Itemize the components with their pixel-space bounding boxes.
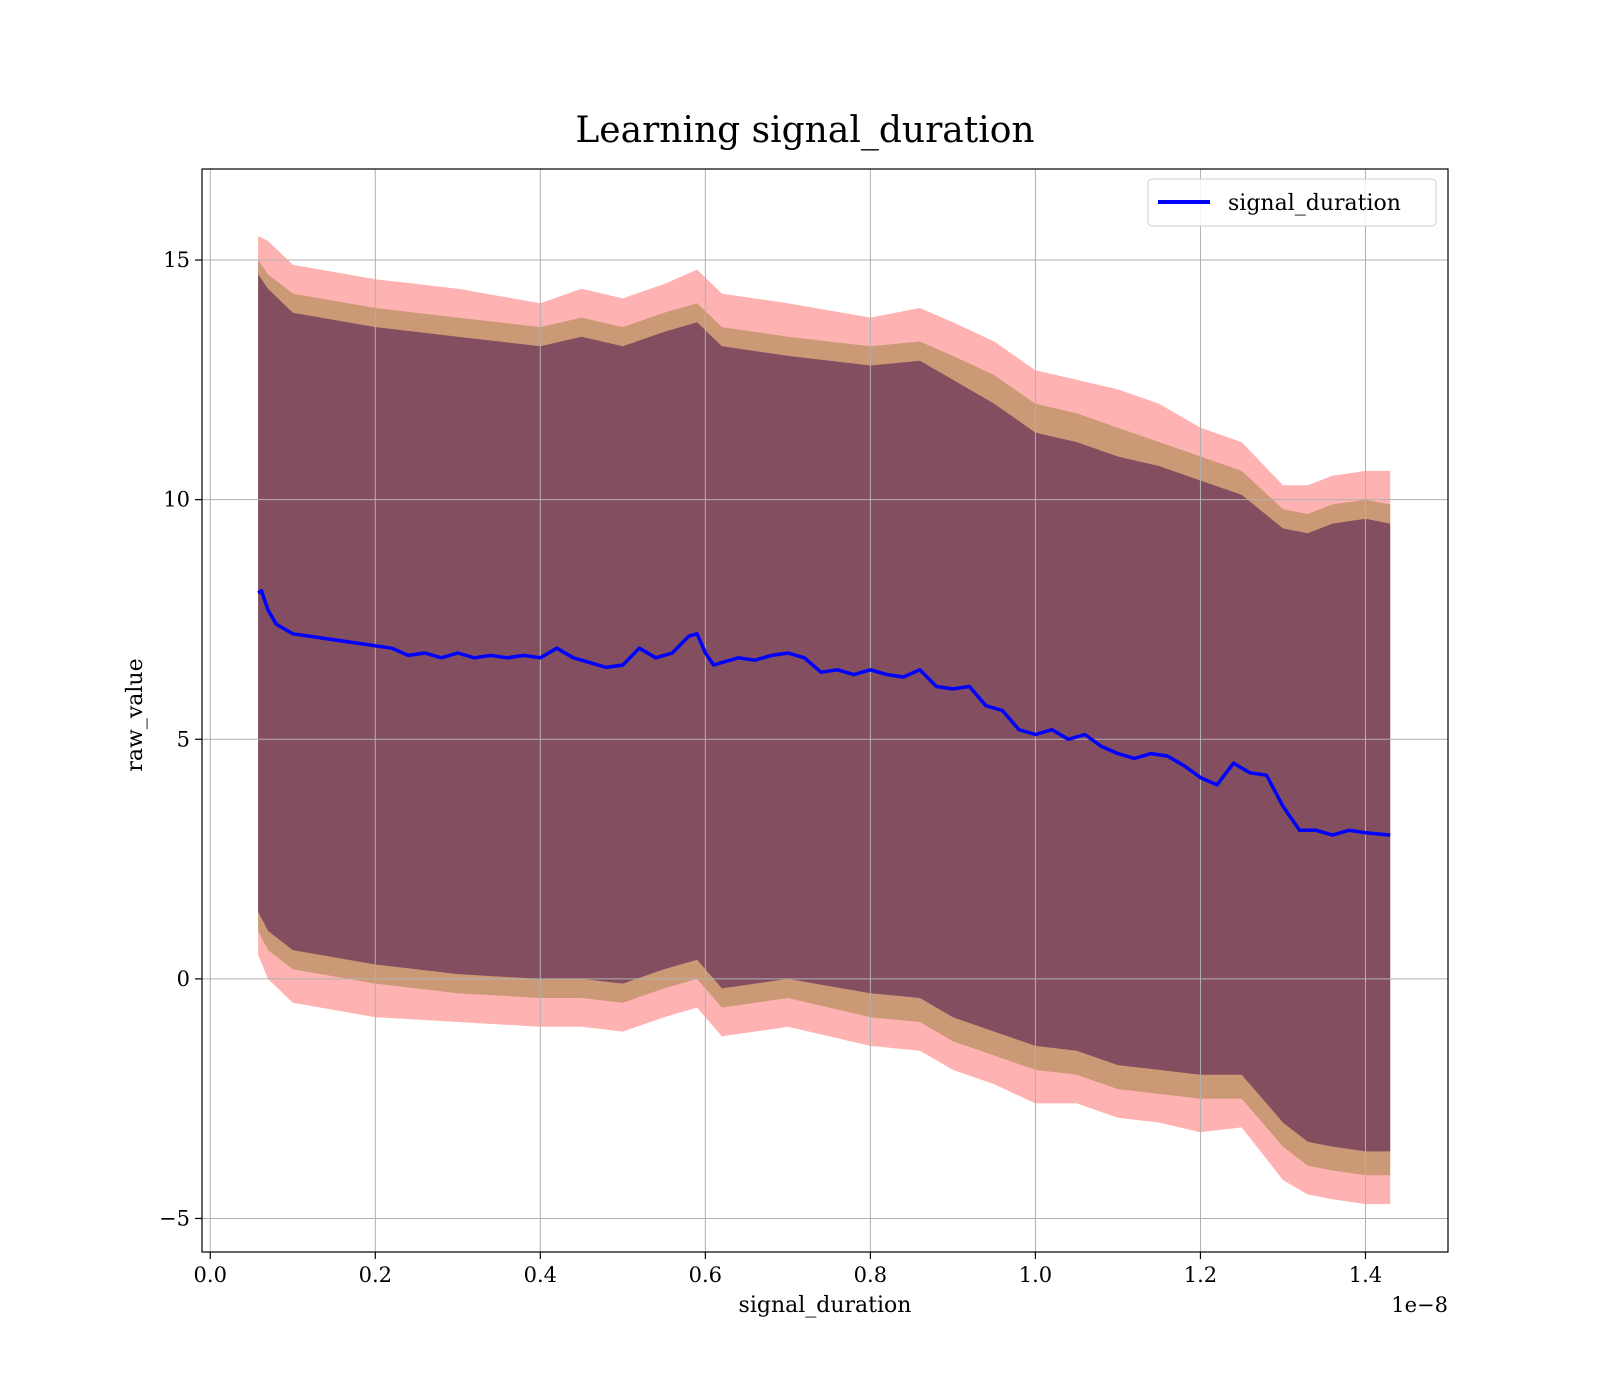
legend: signal_duration [1147, 178, 1437, 227]
x-tick-label: 0.2 [359, 1263, 392, 1287]
series-lines [257, 588, 1391, 837]
y-axis-label: raw_value [123, 658, 148, 771]
legend-entry-signal-duration: signal_duration [1228, 191, 1401, 216]
grid [202, 169, 1448, 1252]
y-tick-label: 15 [163, 248, 190, 272]
plot-frame [201, 168, 1449, 1253]
x-tick-label: 0.8 [854, 1263, 887, 1287]
y-tick-label: −5 [159, 1206, 190, 1230]
confidence-bands [258, 236, 1391, 1205]
y-tick-label: 0 [177, 967, 190, 991]
x-axis-label: signal_duration [739, 1293, 912, 1318]
y-tick-label: 5 [177, 727, 190, 751]
x-axis-offset-label: 1e−8 [1391, 1293, 1448, 1317]
band-2 [258, 274, 1391, 1152]
x-tick-label: 0.6 [689, 1263, 722, 1287]
x-tick-label: 0.4 [524, 1263, 557, 1287]
series-line-0 [257, 588, 1391, 837]
chart-title: Learning signal_duration [575, 110, 1034, 151]
y-axis-ticks: −5 0 5 10 15 [159, 248, 202, 1230]
x-tick-label: 0.0 [194, 1263, 227, 1287]
x-tick-label: 1.2 [1184, 1263, 1217, 1287]
x-tick-label: 1.0 [1019, 1263, 1052, 1287]
x-axis-ticks: 0.0 0.2 0.4 0.6 0.8 1.0 1.2 1.4 [194, 1252, 1382, 1287]
x-tick-label: 1.4 [1349, 1263, 1382, 1287]
y-tick-label: 10 [163, 488, 190, 512]
legend-box [1147, 178, 1437, 227]
